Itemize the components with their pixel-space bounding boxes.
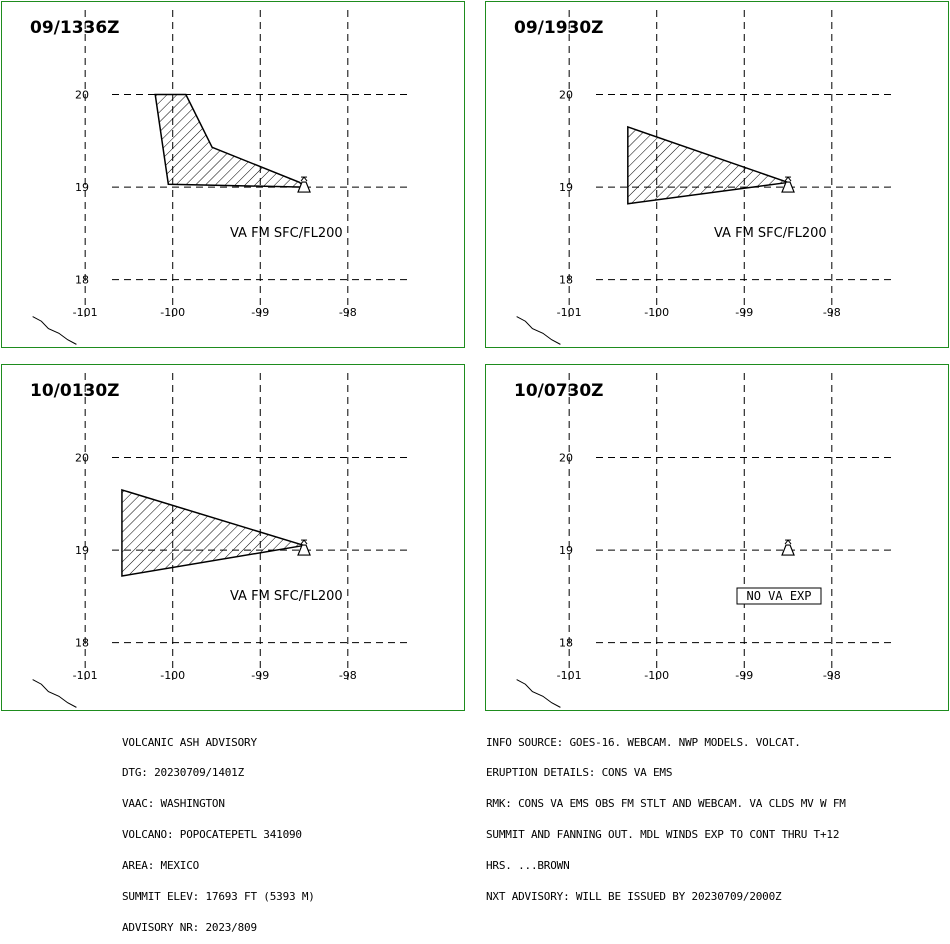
lat-tick-label: 19: [75, 181, 89, 194]
coastline: [516, 679, 561, 708]
map-svg: -101 -100 -99 -98 18 19 20 NO VA EXP: [516, 373, 894, 708]
footer-line: ERUPTION DETAILS: CONS VA EMS: [486, 766, 673, 780]
va-level-label: VA FM SFC/FL200: [230, 226, 343, 241]
volcano-icon: [781, 539, 795, 556]
footer-line: AREA: MEXICO: [122, 859, 200, 873]
footer-line: HRS. ...BROWN: [486, 859, 570, 873]
volcano-icon: [781, 176, 795, 193]
advisory-header-text: VOLCANIC ASH ADVISORY DTG: 20230709/1401…: [122, 717, 315, 944]
lon-tick-label: -101: [557, 669, 582, 682]
footer-line: ADVISORY NR: 2023/809: [122, 920, 257, 934]
lat-tick-label: 20: [559, 452, 573, 465]
lat-tick-label: 18: [559, 637, 573, 650]
footer-line: DTG: 20230709/1401Z: [122, 766, 245, 780]
map-panel-0: 09/1336Z -101 -100 -99 -98 18 19 20 VA FM SFC/F…: [1, 1, 465, 348]
map-svg: -101 -100 -99 -98 18 19 20 VA FM SFC/FL200: [32, 10, 410, 345]
panel-time: 09/1336Z: [30, 18, 120, 38]
footer-line: VAAC: WASHINGTON: [122, 797, 225, 811]
lat-tick-label: 19: [75, 544, 89, 557]
panel-time: 10/0130Z: [30, 381, 120, 401]
coastline: [516, 316, 561, 345]
ash-cloud-polygon: [627, 125, 789, 205]
lon-tick-label: -101: [73, 306, 98, 319]
lon-tick-label: -98: [823, 669, 841, 682]
volcano-icon: [297, 539, 311, 556]
lon-tick-label: -98: [823, 306, 841, 319]
map-panel-3: 10/0730Z -101 -100 -99 -98 18 19 20 NO VA EXP: [485, 364, 949, 711]
lon-tick-label: -99: [251, 306, 269, 319]
lon-tick-label: -98: [339, 669, 357, 682]
va-level-label: VA FM SFC/FL200: [714, 226, 827, 241]
lat-tick-label: 20: [75, 452, 89, 465]
footer-line: VOLCANIC ASH ADVISORY: [122, 735, 257, 749]
lat-tick-label: 18: [75, 637, 89, 650]
va-level-label: VA FM SFC/FL200: [230, 589, 343, 604]
ash-cloud-polygon: [121, 488, 305, 577]
volcano-icon: [297, 176, 311, 193]
advisory-remarks-text: INFO SOURCE: GOES-16. WEBCAM. NWP MODELS…: [486, 717, 846, 913]
lat-tick-label: 20: [559, 89, 573, 102]
lat-tick-label: 20: [75, 89, 89, 102]
lon-tick-label: -101: [557, 306, 582, 319]
footer-line: SUMMIT AND FANNING OUT. MDL WINDS EXP TO…: [486, 828, 840, 842]
map-svg: -101 -100 -99 -98 18 19 20 VA FM SFC/FL200: [32, 373, 410, 708]
lat-tick-label: 19: [559, 181, 573, 194]
footer-line: RMK: CONS VA EMS OBS FM STLT AND WEBCAM.…: [486, 797, 846, 811]
lon-tick-label: -101: [73, 669, 98, 682]
panel-time: 10/0730Z: [514, 381, 604, 401]
coastline: [32, 679, 77, 708]
footer-line: SUMMIT ELEV: 17693 FT (5393 M): [122, 890, 315, 904]
map-panel-2: 10/0130Z -101 -100 -99 -98 18 19 20 VA FM SFC/F…: [1, 364, 465, 711]
graticule: [84, 10, 410, 320]
ash-cloud-polygon: [154, 93, 306, 188]
lon-tick-label: -98: [339, 306, 357, 319]
lon-tick-label: -100: [644, 669, 669, 682]
lon-tick-label: -100: [644, 306, 669, 319]
panel-time: 09/1930Z: [514, 18, 604, 38]
footer-line: NXT ADVISORY: WILL BE ISSUED BY 20230709…: [486, 890, 782, 904]
coastline: [32, 316, 77, 345]
lon-tick-label: -99: [735, 669, 753, 682]
lon-tick-label: -99: [735, 306, 753, 319]
lon-tick-label: -99: [251, 669, 269, 682]
map-panel-1: 09/1930Z -101 -100 -99 -98 18 19 20 VA FM SFC/F…: [485, 1, 949, 348]
graticule: [568, 373, 894, 683]
no-va-label: NO VA EXP: [746, 589, 811, 603]
map-svg: -101 -100 -99 -98 18 19 20 VA FM SFC/FL200: [516, 10, 894, 345]
lat-tick-label: 19: [559, 544, 573, 557]
lat-tick-label: 18: [559, 274, 573, 287]
lon-tick-label: -100: [160, 306, 185, 319]
footer-line: INFO SOURCE: GOES-16. WEBCAM. NWP MODELS…: [486, 735, 801, 749]
no-va-box: [736, 587, 822, 605]
lat-tick-label: 18: [75, 274, 89, 287]
footer-line: VOLCANO: POPOCATEPETL 341090: [122, 828, 302, 842]
lon-tick-label: -100: [160, 669, 185, 682]
